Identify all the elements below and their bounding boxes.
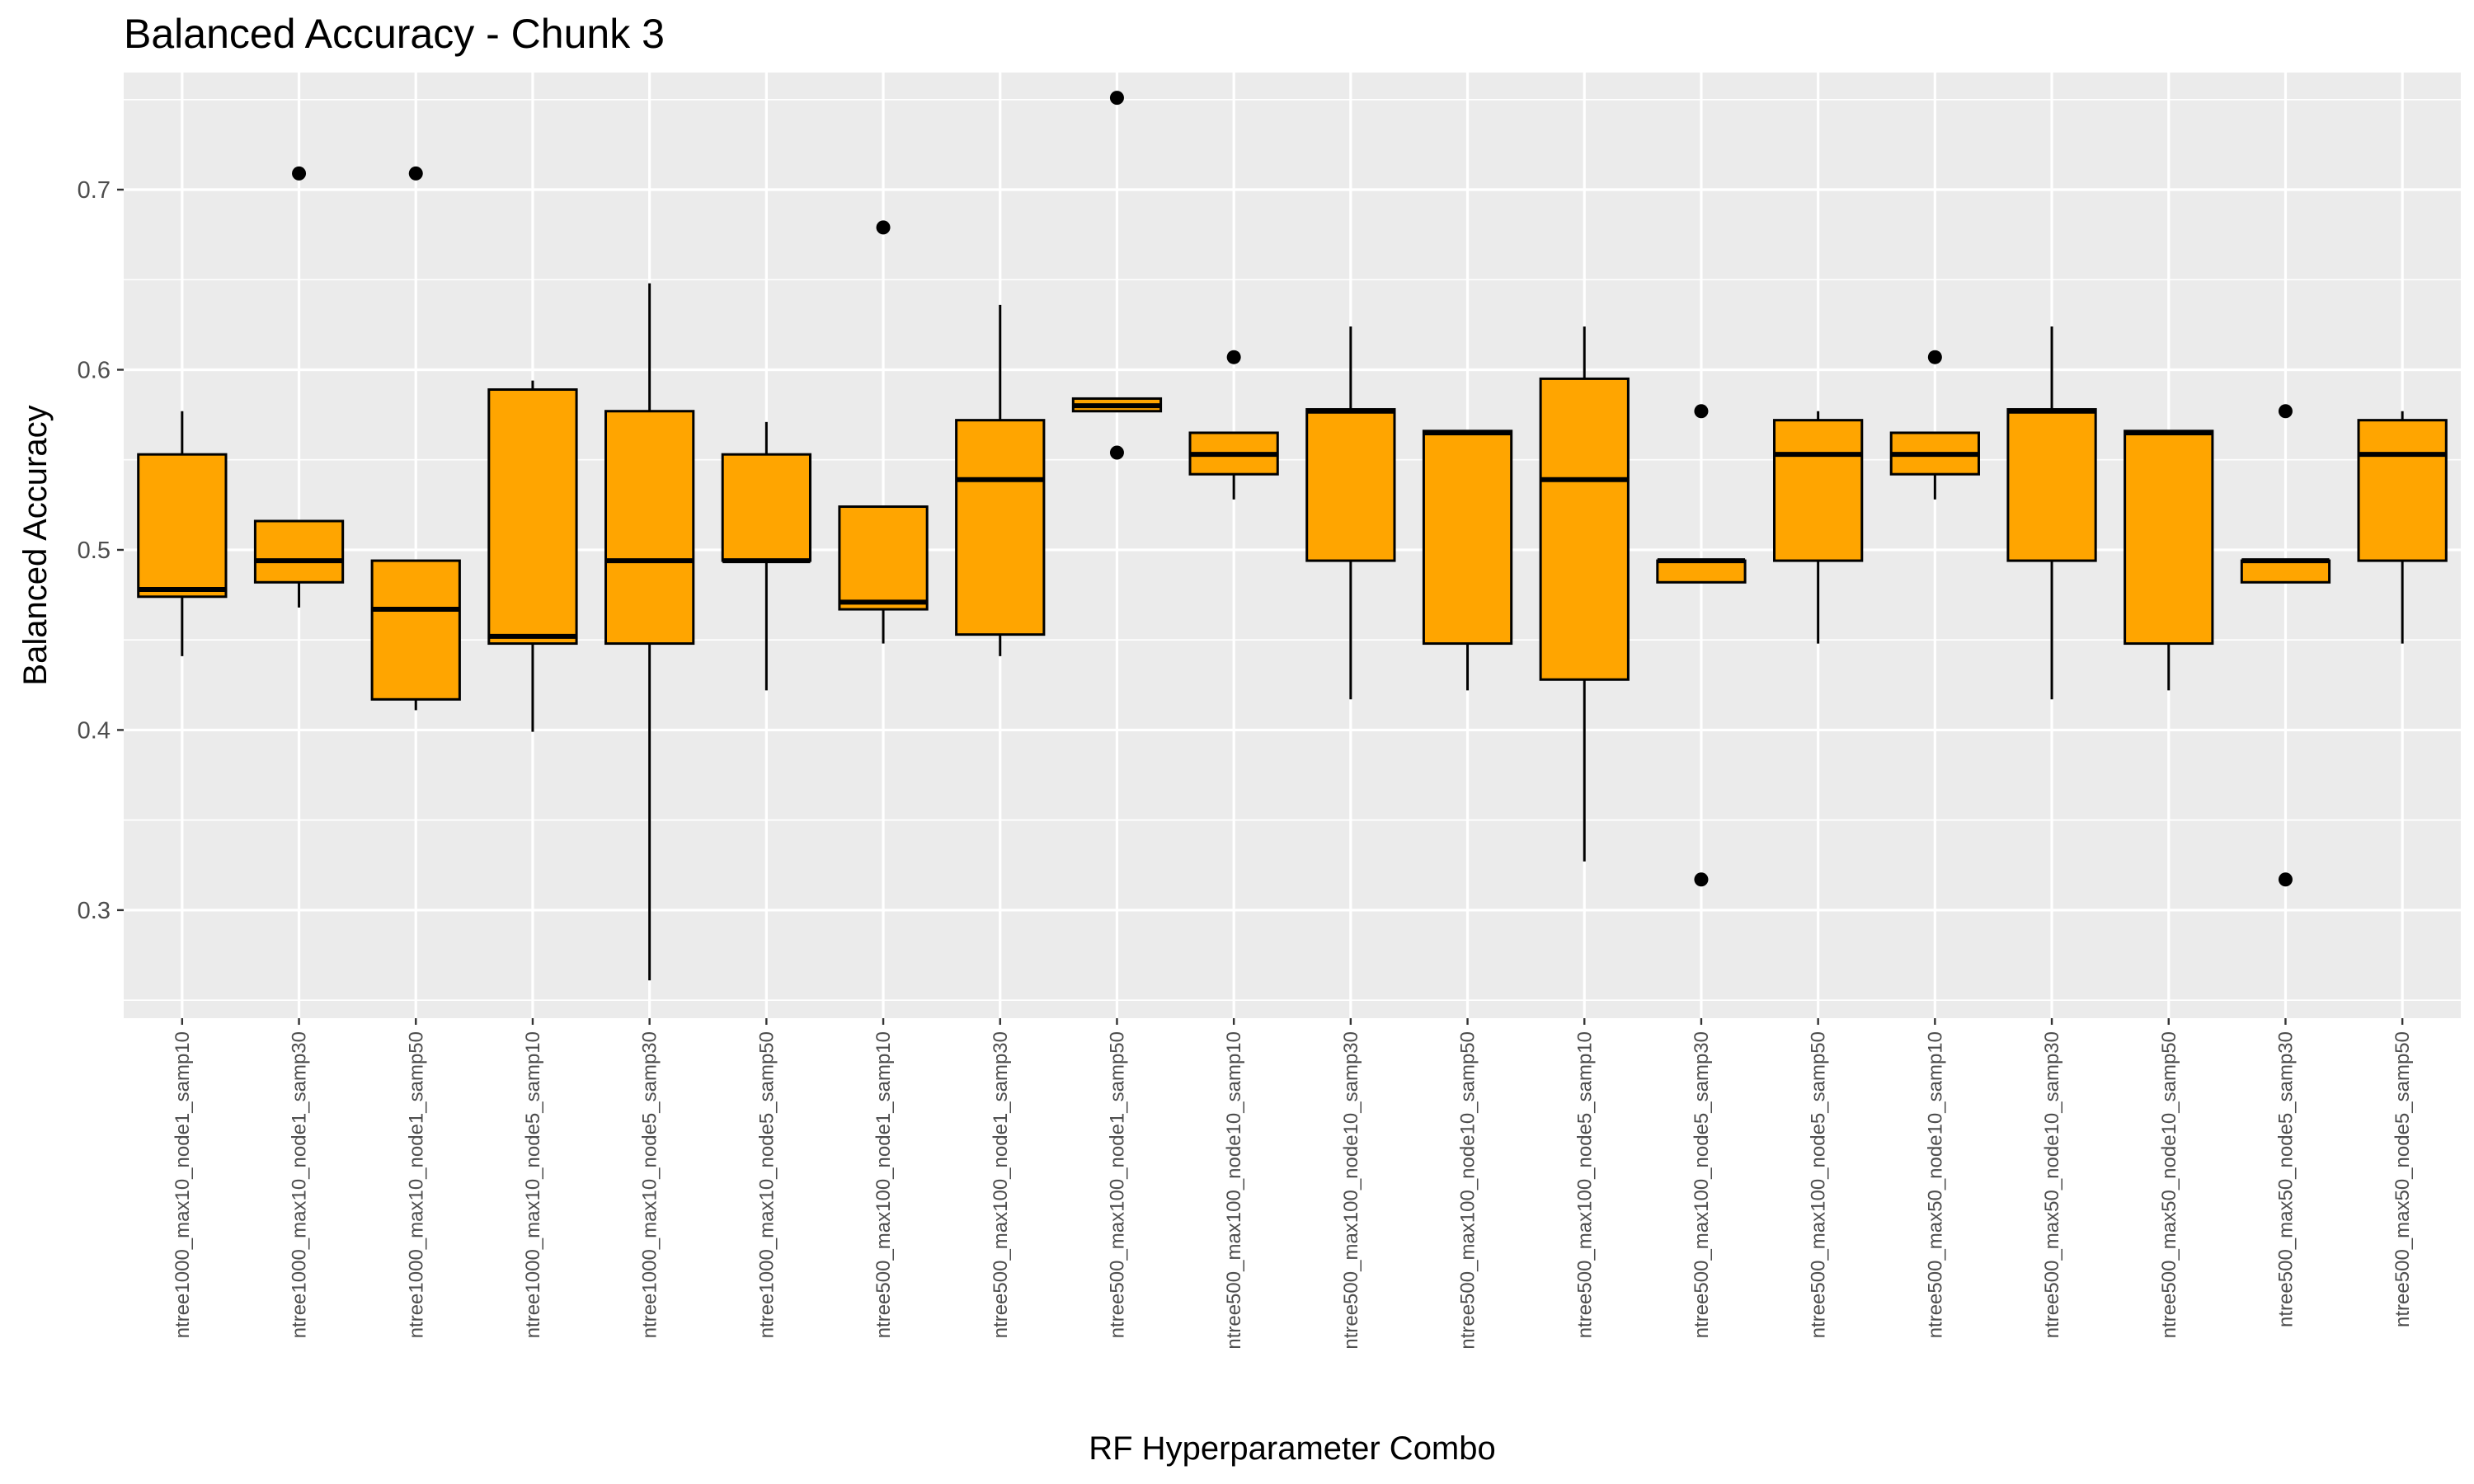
y-tick-label: 0.7 bbox=[78, 177, 111, 204]
x-tick-label: ntree500_max100_node1_samp10 bbox=[872, 1031, 895, 1338]
box-group bbox=[721, 421, 811, 691]
box bbox=[838, 505, 929, 611]
box bbox=[1656, 559, 1747, 584]
outlier-point bbox=[2278, 872, 2293, 887]
box bbox=[1773, 419, 1864, 562]
box bbox=[1305, 408, 1396, 562]
x-axis-title: RF Hyperparameter Combo bbox=[1089, 1430, 1496, 1467]
x-tick-label: ntree500_max50_node10_samp50 bbox=[2158, 1031, 2180, 1338]
y-tick-label: 0.3 bbox=[78, 898, 111, 924]
box-group bbox=[1773, 411, 1864, 644]
x-tick-label: ntree500_max50_node10_samp30 bbox=[2041, 1031, 2063, 1338]
box bbox=[137, 453, 228, 599]
outlier-point bbox=[2278, 404, 2293, 419]
x-tick-label: ntree1000_max10_node5_samp50 bbox=[755, 1031, 778, 1338]
x-tick-label: ntree500_max100_node5_samp50 bbox=[1808, 1031, 1830, 1338]
box bbox=[1422, 430, 1513, 646]
box-group bbox=[1422, 430, 1513, 691]
box-group bbox=[137, 411, 228, 656]
outlier-point bbox=[1109, 91, 1124, 106]
box bbox=[2357, 419, 2448, 562]
box bbox=[721, 453, 811, 562]
x-tick-label: ntree500_max50_node5_samp50 bbox=[2392, 1031, 2414, 1327]
box-group bbox=[2240, 404, 2331, 887]
x-axis-ticks: ntree1000_max10_node1_samp10 ntree1000_ma… bbox=[172, 1018, 2414, 1350]
box bbox=[955, 419, 1046, 636]
outlier-point bbox=[1927, 350, 1942, 364]
box bbox=[2240, 559, 2331, 584]
plot-panel bbox=[124, 73, 2461, 1018]
x-tick-label: ntree1000_max10_node1_samp30 bbox=[289, 1031, 311, 1338]
outlier-point bbox=[292, 166, 307, 181]
outlier-point bbox=[1109, 445, 1124, 460]
x-tick-label: ntree500_max100_node10_samp50 bbox=[1457, 1031, 1479, 1350]
box bbox=[253, 519, 345, 584]
box bbox=[2124, 430, 2214, 646]
y-axis-ticks: 0.3 0.4 0.5 0.6 0.7 bbox=[78, 177, 124, 924]
box-group bbox=[1889, 350, 1980, 500]
box-group bbox=[1656, 404, 1747, 887]
box bbox=[487, 388, 578, 646]
y-axis-title: Balanced Accuracy bbox=[17, 405, 54, 685]
outlier-point bbox=[876, 220, 891, 235]
box-group bbox=[253, 166, 345, 608]
x-tick-label: ntree1000_max10_node1_samp50 bbox=[405, 1031, 427, 1338]
y-tick-label: 0.6 bbox=[78, 357, 111, 383]
box bbox=[604, 410, 695, 646]
x-tick-label: ntree500_max50_node10_samp10 bbox=[1924, 1031, 1946, 1338]
chart-title: Balanced Accuracy - Chunk 3 bbox=[124, 11, 665, 57]
x-tick-label: ntree500_max100_node5_samp30 bbox=[1691, 1031, 1713, 1338]
x-tick-label: ntree1000_max10_node1_samp10 bbox=[172, 1031, 194, 1338]
box bbox=[370, 559, 461, 701]
box-group bbox=[2006, 326, 2097, 700]
box-group bbox=[1188, 350, 1279, 500]
box-group bbox=[370, 166, 461, 711]
box-group bbox=[955, 304, 1046, 656]
box-group bbox=[1071, 91, 1163, 460]
box-group bbox=[604, 283, 695, 981]
x-tick-label: ntree500_max100_node1_samp50 bbox=[1106, 1031, 1128, 1338]
x-tick-label: ntree500_max100_node10_samp30 bbox=[1340, 1031, 1362, 1350]
box-group bbox=[487, 380, 578, 732]
box-group bbox=[838, 220, 929, 644]
y-tick-label: 0.5 bbox=[78, 538, 111, 564]
x-tick-label: ntree1000_max10_node5_samp10 bbox=[522, 1031, 544, 1338]
x-tick-label: ntree500_max100_node10_samp10 bbox=[1223, 1031, 1245, 1350]
box-group bbox=[1539, 326, 1630, 862]
outlier-point bbox=[408, 166, 423, 181]
x-tick-label: ntree500_max50_node5_samp30 bbox=[2274, 1031, 2297, 1327]
x-tick-label: ntree500_max100_node1_samp30 bbox=[990, 1031, 1012, 1338]
box-group bbox=[2357, 411, 2448, 644]
box-group bbox=[2124, 430, 2214, 691]
box bbox=[2006, 408, 2097, 562]
box-group bbox=[1305, 326, 1396, 700]
outlier-point bbox=[1226, 350, 1241, 364]
y-tick-label: 0.4 bbox=[78, 717, 111, 744]
x-tick-label: ntree1000_max10_node5_samp30 bbox=[639, 1031, 661, 1338]
x-tick-label: ntree500_max100_node5_samp10 bbox=[1573, 1031, 1596, 1338]
box bbox=[1539, 377, 1630, 681]
boxes-layer bbox=[137, 91, 2448, 981]
outlier-point bbox=[1694, 404, 1709, 419]
outlier-point bbox=[1694, 872, 1709, 887]
